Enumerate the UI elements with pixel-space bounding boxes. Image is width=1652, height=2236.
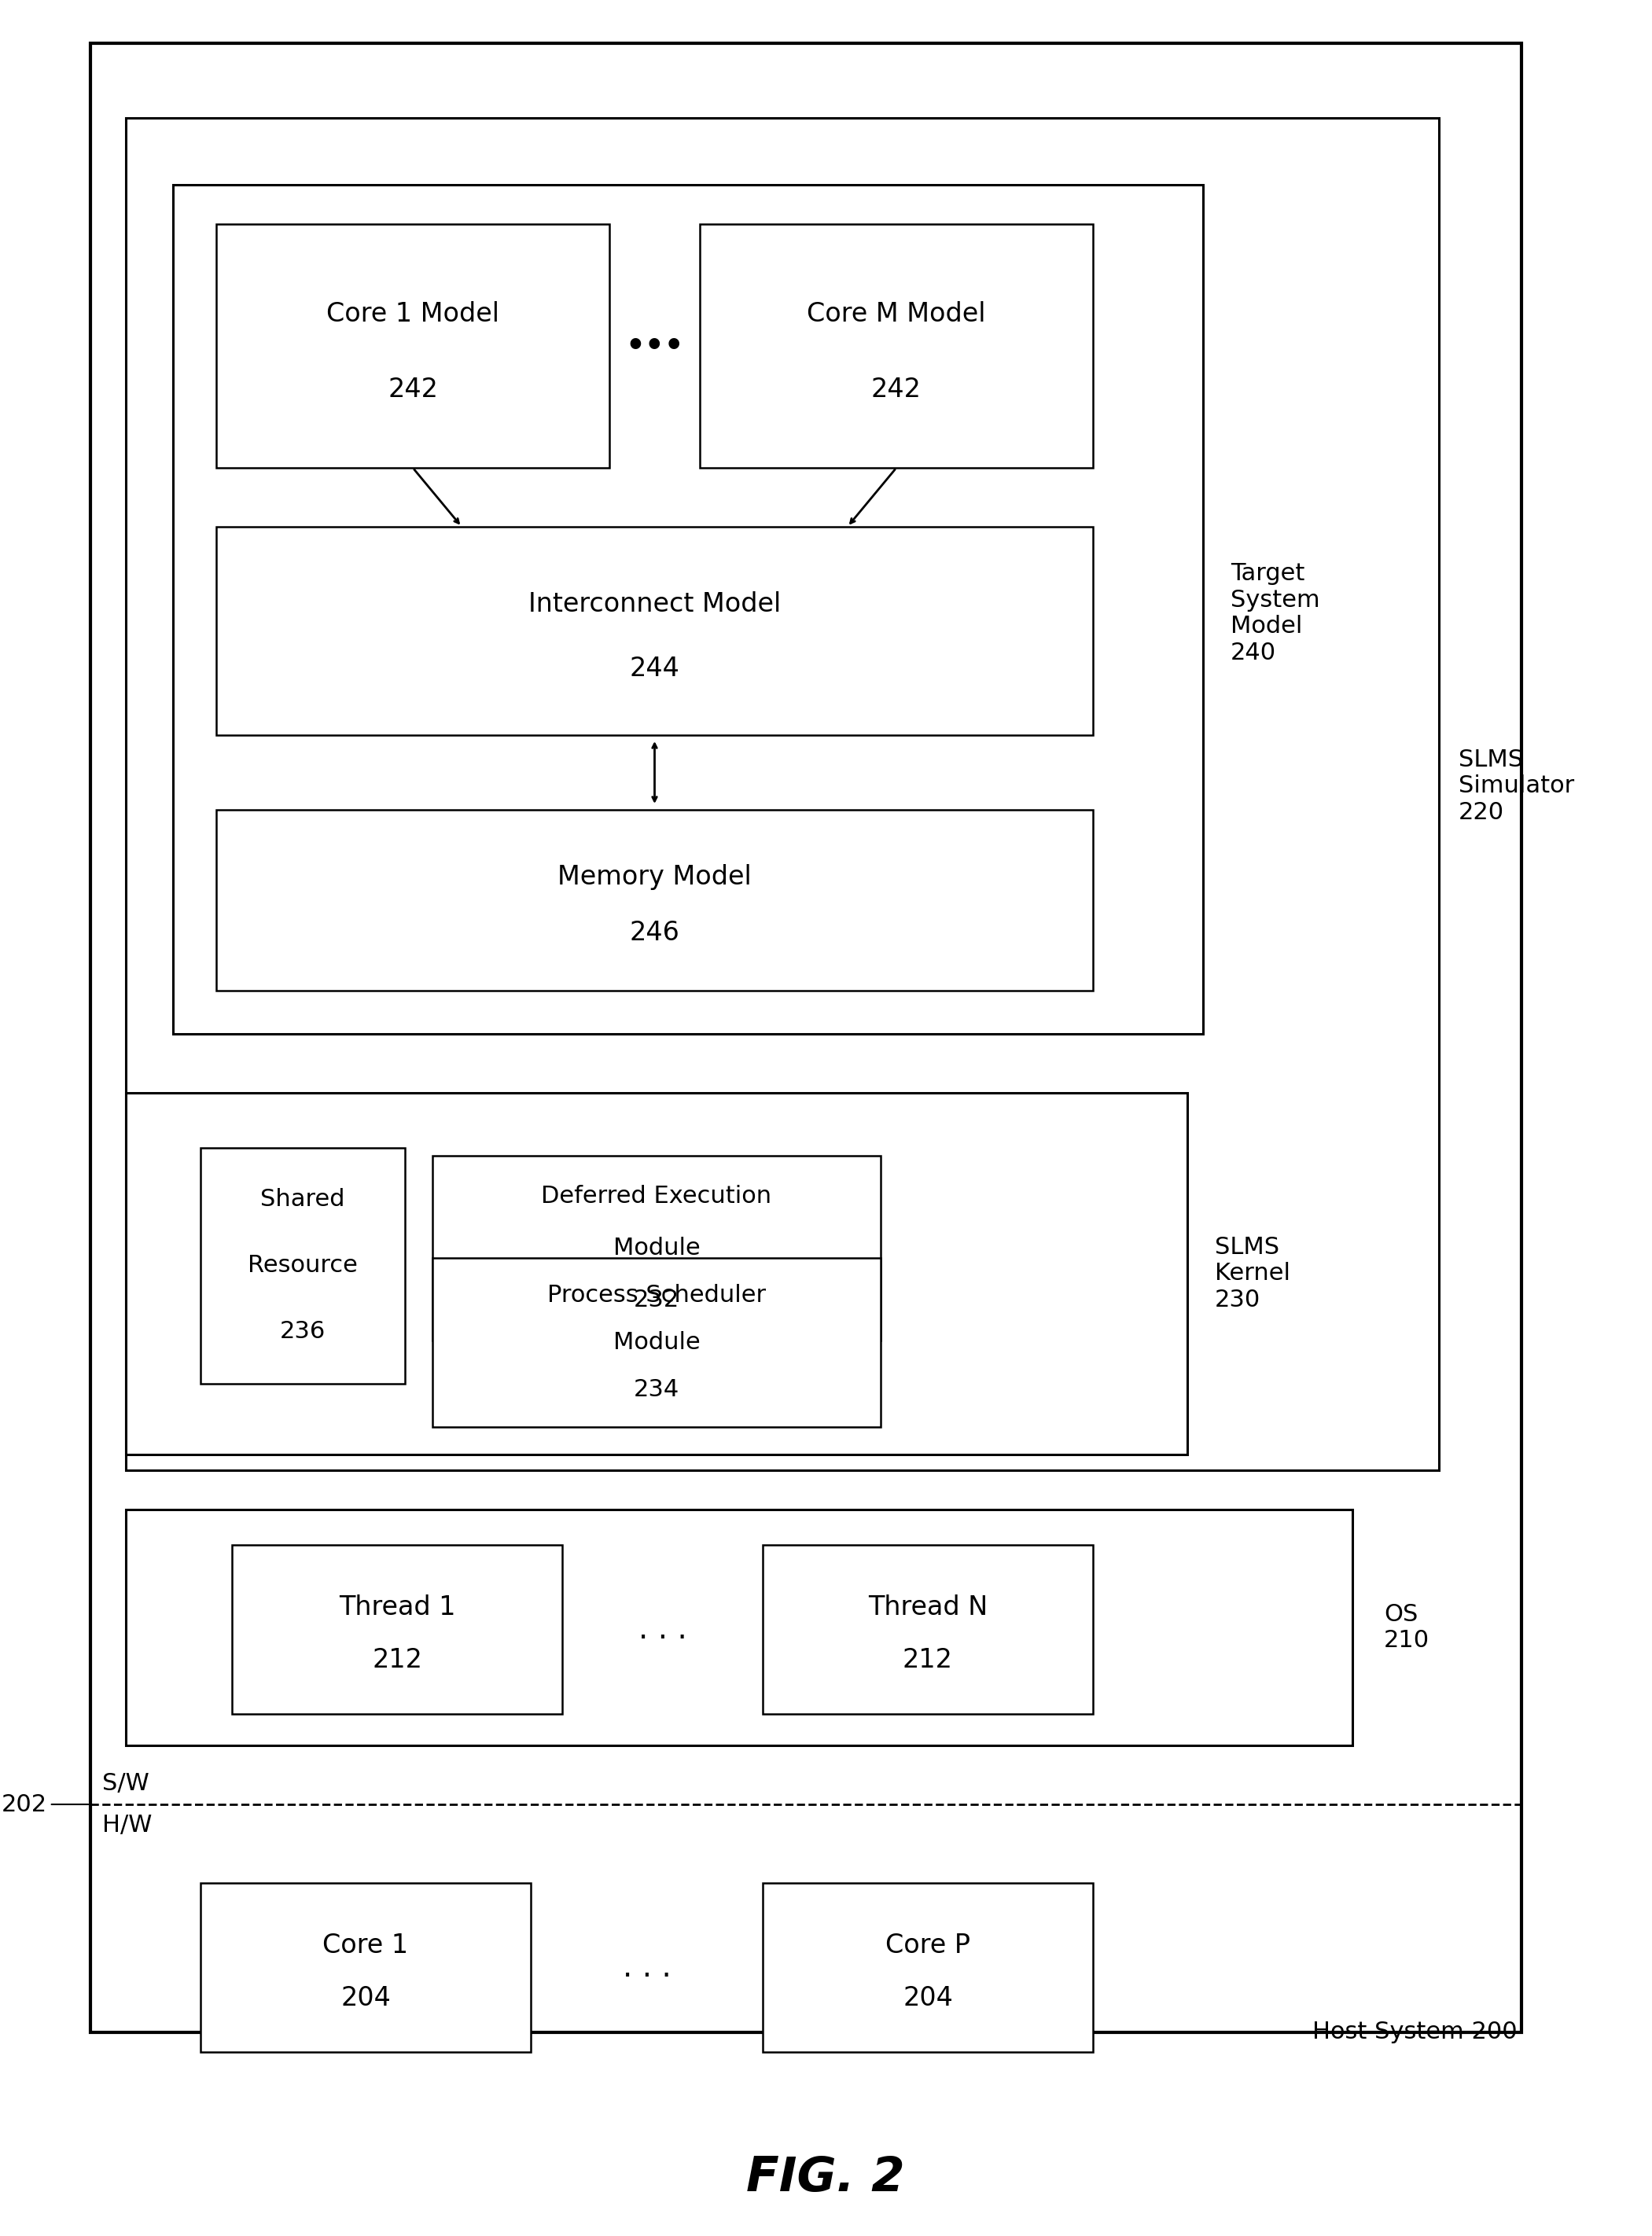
Text: H/W: H/W [102,1813,152,1836]
Bar [433,1156,881,1342]
Bar [433,1259,881,1427]
Text: S/W: S/W [102,1773,149,1796]
Text: 234: 234 [634,1377,679,1402]
Bar [216,809,1094,991]
Text: 204: 204 [902,1986,953,2010]
Text: 204: 204 [340,1986,392,2010]
Text: 212: 212 [902,1648,953,1673]
Text: Memory Model: Memory Model [558,863,752,890]
Bar [173,186,1203,1033]
Bar [216,224,610,467]
Bar [91,42,1521,2033]
Bar [200,1883,530,2053]
Text: 232: 232 [634,1288,679,1310]
Text: 242: 242 [871,378,922,402]
Bar [126,1509,1353,1746]
Text: Thread N: Thread N [867,1594,988,1621]
Bar [216,528,1094,736]
Text: Resource: Resource [248,1254,358,1277]
Text: SLMS
Simulator
220: SLMS Simulator 220 [1459,749,1574,825]
Text: SLMS
Kernel
230: SLMS Kernel 230 [1214,1237,1290,1313]
Text: Core 1: Core 1 [322,1932,408,1959]
Text: 236: 236 [279,1321,325,1344]
Bar [700,224,1094,467]
Bar [763,1883,1094,2053]
Text: Thread 1: Thread 1 [339,1594,456,1621]
Text: Host System 200: Host System 200 [1313,2021,1518,2044]
Text: OS
210: OS 210 [1384,1603,1429,1652]
Text: 242: 242 [388,378,438,402]
Text: Process Scheduler: Process Scheduler [547,1283,767,1306]
Bar [126,1093,1188,1453]
Bar [231,1545,562,1715]
Text: Interconnect Model: Interconnect Model [529,590,781,617]
Bar [126,119,1439,1471]
Text: FIG. 2: FIG. 2 [747,2156,905,2200]
Text: 244: 244 [629,655,679,682]
Text: Core M Model: Core M Model [806,302,986,326]
Text: . . .: . . . [623,1952,671,1983]
Text: Module: Module [613,1237,700,1259]
Text: Target
System
Model
240: Target System Model 240 [1231,561,1320,664]
Text: Shared: Shared [261,1187,345,1212]
Text: 212: 212 [372,1648,423,1673]
Text: Deferred Execution: Deferred Execution [542,1185,771,1207]
Text: Module: Module [613,1330,700,1353]
Text: Core P: Core P [885,1932,970,1959]
Bar [200,1147,405,1384]
Text: . . .: . . . [638,1614,687,1643]
Text: 246: 246 [629,919,679,946]
Text: •••: ••• [624,331,684,360]
Text: 202: 202 [2,1793,88,1816]
Bar [763,1545,1094,1715]
Text: Core 1 Model: Core 1 Model [327,302,499,326]
